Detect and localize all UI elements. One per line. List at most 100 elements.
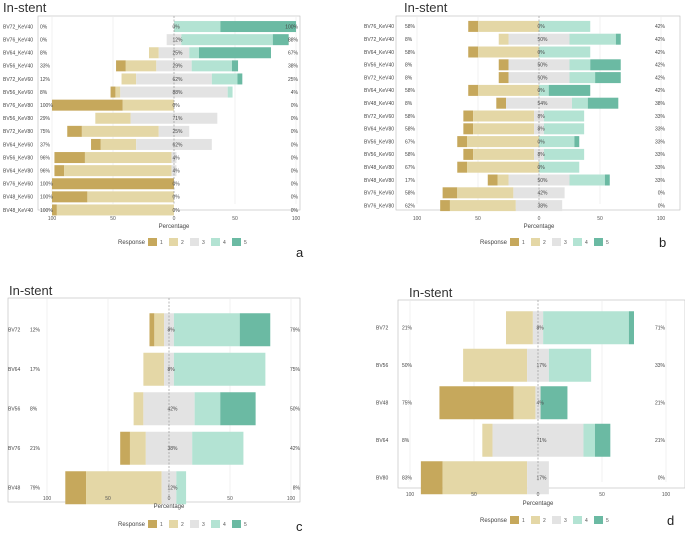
right-percent-label: 88% [288,37,299,43]
left-percent-label: 12% [40,77,51,83]
bar-5 [594,423,611,457]
bar-3 [515,200,563,212]
legend-title: Response [480,240,508,246]
left-percent-label: 0% [40,37,48,43]
legend-swatch-3 [552,516,561,524]
bar-2 [87,191,174,203]
category-label: BV56_KeV60 [3,90,33,96]
left-percent-label: 8% [40,51,48,57]
bar-1 [91,138,101,150]
bar-1 [457,161,468,173]
left-percent-label: 17% [405,178,416,184]
bar-3 [158,125,190,137]
category-label: BV48_KeV40 [3,208,33,214]
legend-swatch-4 [573,238,582,246]
bar-4 [539,84,549,96]
legend-title: Response [118,522,146,528]
mid-percent-label: 8% [538,114,546,120]
bar-2 [148,47,159,59]
mid-percent-label: 12% [173,37,184,43]
category-label: BV76_KeV60 [3,182,33,188]
bar-3 [136,73,212,85]
right-percent-label: 21% [655,401,666,407]
panel-letter: c [296,519,303,534]
mid-percent-label: 50% [538,63,549,69]
left-percent-label: 58% [405,114,416,120]
bar-2 [442,461,528,495]
left-percent-label: 75% [40,129,51,135]
x-tick-label: 100 [413,216,422,222]
left-percent-label: 100% [40,103,53,109]
left-percent-label: 37% [40,142,51,148]
mid-percent-label: 50% [538,37,549,43]
category-label: BV76_KeV80 [3,103,33,109]
legend-swatch-4 [211,520,220,528]
bar-4 [539,46,591,58]
x-tick-label: 50 [110,216,116,222]
bar-4 [543,311,629,345]
legend-label: 1 [160,240,163,246]
mid-percent-label: 71% [173,116,184,122]
right-percent-label: 0% [658,476,666,482]
left-percent-label: 33% [40,64,51,70]
left-percent-label: 58% [405,88,416,94]
mid-percent-label: 25% [173,51,184,57]
left-percent-label: 8% [402,438,410,444]
mid-percent-label: 12% [168,486,179,492]
category-label: BV56_KeV40 [3,64,33,70]
left-percent-label: 21% [402,326,413,332]
left-percent-label: 8% [30,407,38,413]
right-percent-label: 0% [658,191,666,197]
right-percent-label: 33% [655,152,666,158]
bar-1 [487,174,498,186]
category-label: BV64_KeV40 [3,51,33,57]
left-percent-label: 75% [402,401,413,407]
mid-percent-label: 8% [168,367,176,373]
bar-1 [468,20,478,32]
bar-5 [540,386,568,420]
category-label: BV56_KeV80 [3,155,33,161]
bar-5 [231,60,239,72]
bar-4 [176,471,187,505]
left-percent-label: 100% [40,195,53,201]
bar-2 [449,200,516,212]
bar-1 [496,97,507,109]
bar-3 [166,34,182,46]
category-label: BV48 [376,401,388,407]
mid-percent-label: 0% [538,24,546,30]
category-label: BV48_KeV40 [364,101,394,107]
bar-2 [497,174,509,186]
bar-5 [548,84,591,96]
right-percent-label: 0% [291,103,299,109]
legend-label: 3 [202,522,205,528]
x-tick-label: 0 [173,216,176,222]
bar-5 [615,33,621,45]
legend-swatch-3 [190,520,199,528]
mid-percent-label: 4% [537,401,545,407]
legend-label: 2 [543,518,546,524]
legend-label: 4 [585,518,588,524]
right-percent-label: 71% [655,326,666,332]
bar-2 [125,60,157,72]
right-percent-label: 42% [655,88,666,94]
bar-2 [56,204,174,216]
bar-4 [583,423,595,457]
legend-swatch-4 [573,516,582,524]
bar-2 [133,392,144,426]
legend-swatch-4 [211,238,220,246]
right-percent-label: 33% [655,139,666,145]
left-percent-label: 100% [40,182,53,188]
right-percent-label: 0% [291,182,299,188]
x-tick-label: 100 [662,492,671,498]
category-label: BV56 [376,363,388,369]
panel-title: In-stent [3,0,47,15]
x-axis-label: Percentage [159,224,190,230]
mid-percent-label: 62% [173,77,184,83]
category-label: BV64_KeV60 [3,142,33,148]
legend-label: 3 [564,240,567,246]
mid-percent-label: 62% [173,142,184,148]
legend-label: 4 [585,240,588,246]
right-percent-label: 0% [291,168,299,174]
